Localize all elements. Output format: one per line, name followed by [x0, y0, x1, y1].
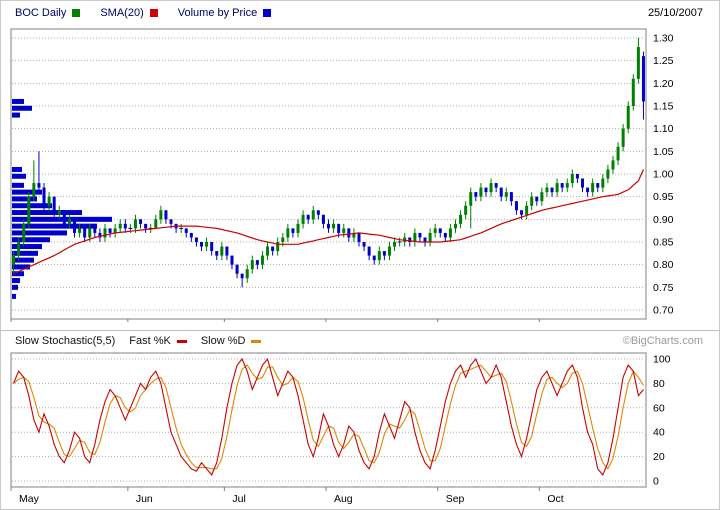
- price-axis-labels: 1.30 1.25 1.20 1.15 1.10 1.05 1.00 0.95 0.90 0.85…: [653, 33, 674, 317]
- svg-text:1.25: 1.25: [653, 55, 674, 67]
- svg-text:1.20: 1.20: [653, 78, 674, 90]
- panel-divider: [1, 330, 720, 331]
- svg-text:0.70: 0.70: [653, 305, 674, 317]
- svg-text:20: 20: [653, 451, 665, 463]
- svg-text:0.90: 0.90: [653, 214, 674, 226]
- legend-item-fast-k: Fast %K: [129, 335, 187, 347]
- svg-text:1.10: 1.10: [653, 123, 674, 135]
- volume-by-price-color-swatch: [263, 9, 271, 17]
- candlesticks: [12, 38, 645, 287]
- sma-color-swatch: [150, 9, 158, 17]
- svg-text:0: 0: [653, 476, 659, 488]
- slow-d-color-swatch: [251, 340, 261, 343]
- svg-text:0.95: 0.95: [653, 191, 674, 203]
- stochastic-legend: Slow Stochastic(5,5) Fast %K Slow %D: [15, 335, 261, 347]
- svg-text:Sep: Sep: [446, 493, 465, 505]
- legend-item-volume-by-price: Volume by Price: [178, 7, 271, 19]
- price-gridlines: [12, 38, 645, 310]
- svg-text:1.05: 1.05: [653, 146, 674, 158]
- stoch-gridlines: [12, 359, 645, 481]
- svg-text:40: 40: [653, 427, 665, 439]
- legend-item-sma: SMA(20): [100, 7, 157, 19]
- svg-text:1.30: 1.30: [653, 33, 674, 45]
- main-chart-frame: [11, 29, 646, 319]
- svg-text:Jun: Jun: [136, 493, 153, 505]
- legend-label-price-series: BOC Daily: [15, 7, 66, 19]
- legend-item-slow-d: Slow %D: [201, 335, 262, 347]
- price-series-color-swatch: [72, 9, 80, 17]
- svg-text:80: 80: [653, 378, 665, 390]
- svg-text:1.00: 1.00: [653, 169, 674, 181]
- svg-text:100: 100: [653, 354, 671, 366]
- svg-text:0.85: 0.85: [653, 237, 674, 249]
- fast-k-color-swatch: [177, 340, 187, 343]
- legend-label-sma: SMA(20): [100, 7, 143, 19]
- legend-item-price-series: BOC Daily: [15, 7, 80, 19]
- bigcharts-credit: ©BigCharts.com: [623, 335, 703, 347]
- chart-canvas: 1.30 1.25 1.20 1.15 1.10 1.05 1.00 0.95 0.90 0.85…: [1, 1, 720, 510]
- svg-text:Jul: Jul: [232, 493, 245, 505]
- main-chart-legend: BOC Daily SMA(20) Volume by Price: [15, 7, 271, 19]
- svg-text:May: May: [19, 493, 40, 505]
- svg-text:0.75: 0.75: [653, 282, 674, 294]
- svg-text:0.80: 0.80: [653, 259, 674, 271]
- svg-text:Oct: Oct: [547, 493, 563, 505]
- legend-label-slow-d: Slow %D: [201, 335, 246, 347]
- stochastic-title: Slow Stochastic(5,5): [15, 335, 115, 347]
- bigcharts-chart-window: 1.30 1.25 1.20 1.15 1.10 1.05 1.00 0.95 0.90 0.85…: [0, 0, 720, 510]
- stoch-k-line: [14, 359, 644, 475]
- legend-label-volume-by-price: Volume by Price: [178, 7, 257, 19]
- chart-date: 25/10/2007: [648, 7, 703, 19]
- stoch-chart-frame: [11, 353, 646, 487]
- stoch-d-line: [14, 365, 644, 469]
- legend-label-fast-k: Fast %K: [129, 335, 171, 347]
- svg-text:60: 60: [653, 402, 665, 414]
- svg-text:Aug: Aug: [334, 493, 353, 505]
- svg-text:1.15: 1.15: [653, 101, 674, 113]
- stoch-axis-labels: 100 80 60 40 20 0: [653, 354, 671, 488]
